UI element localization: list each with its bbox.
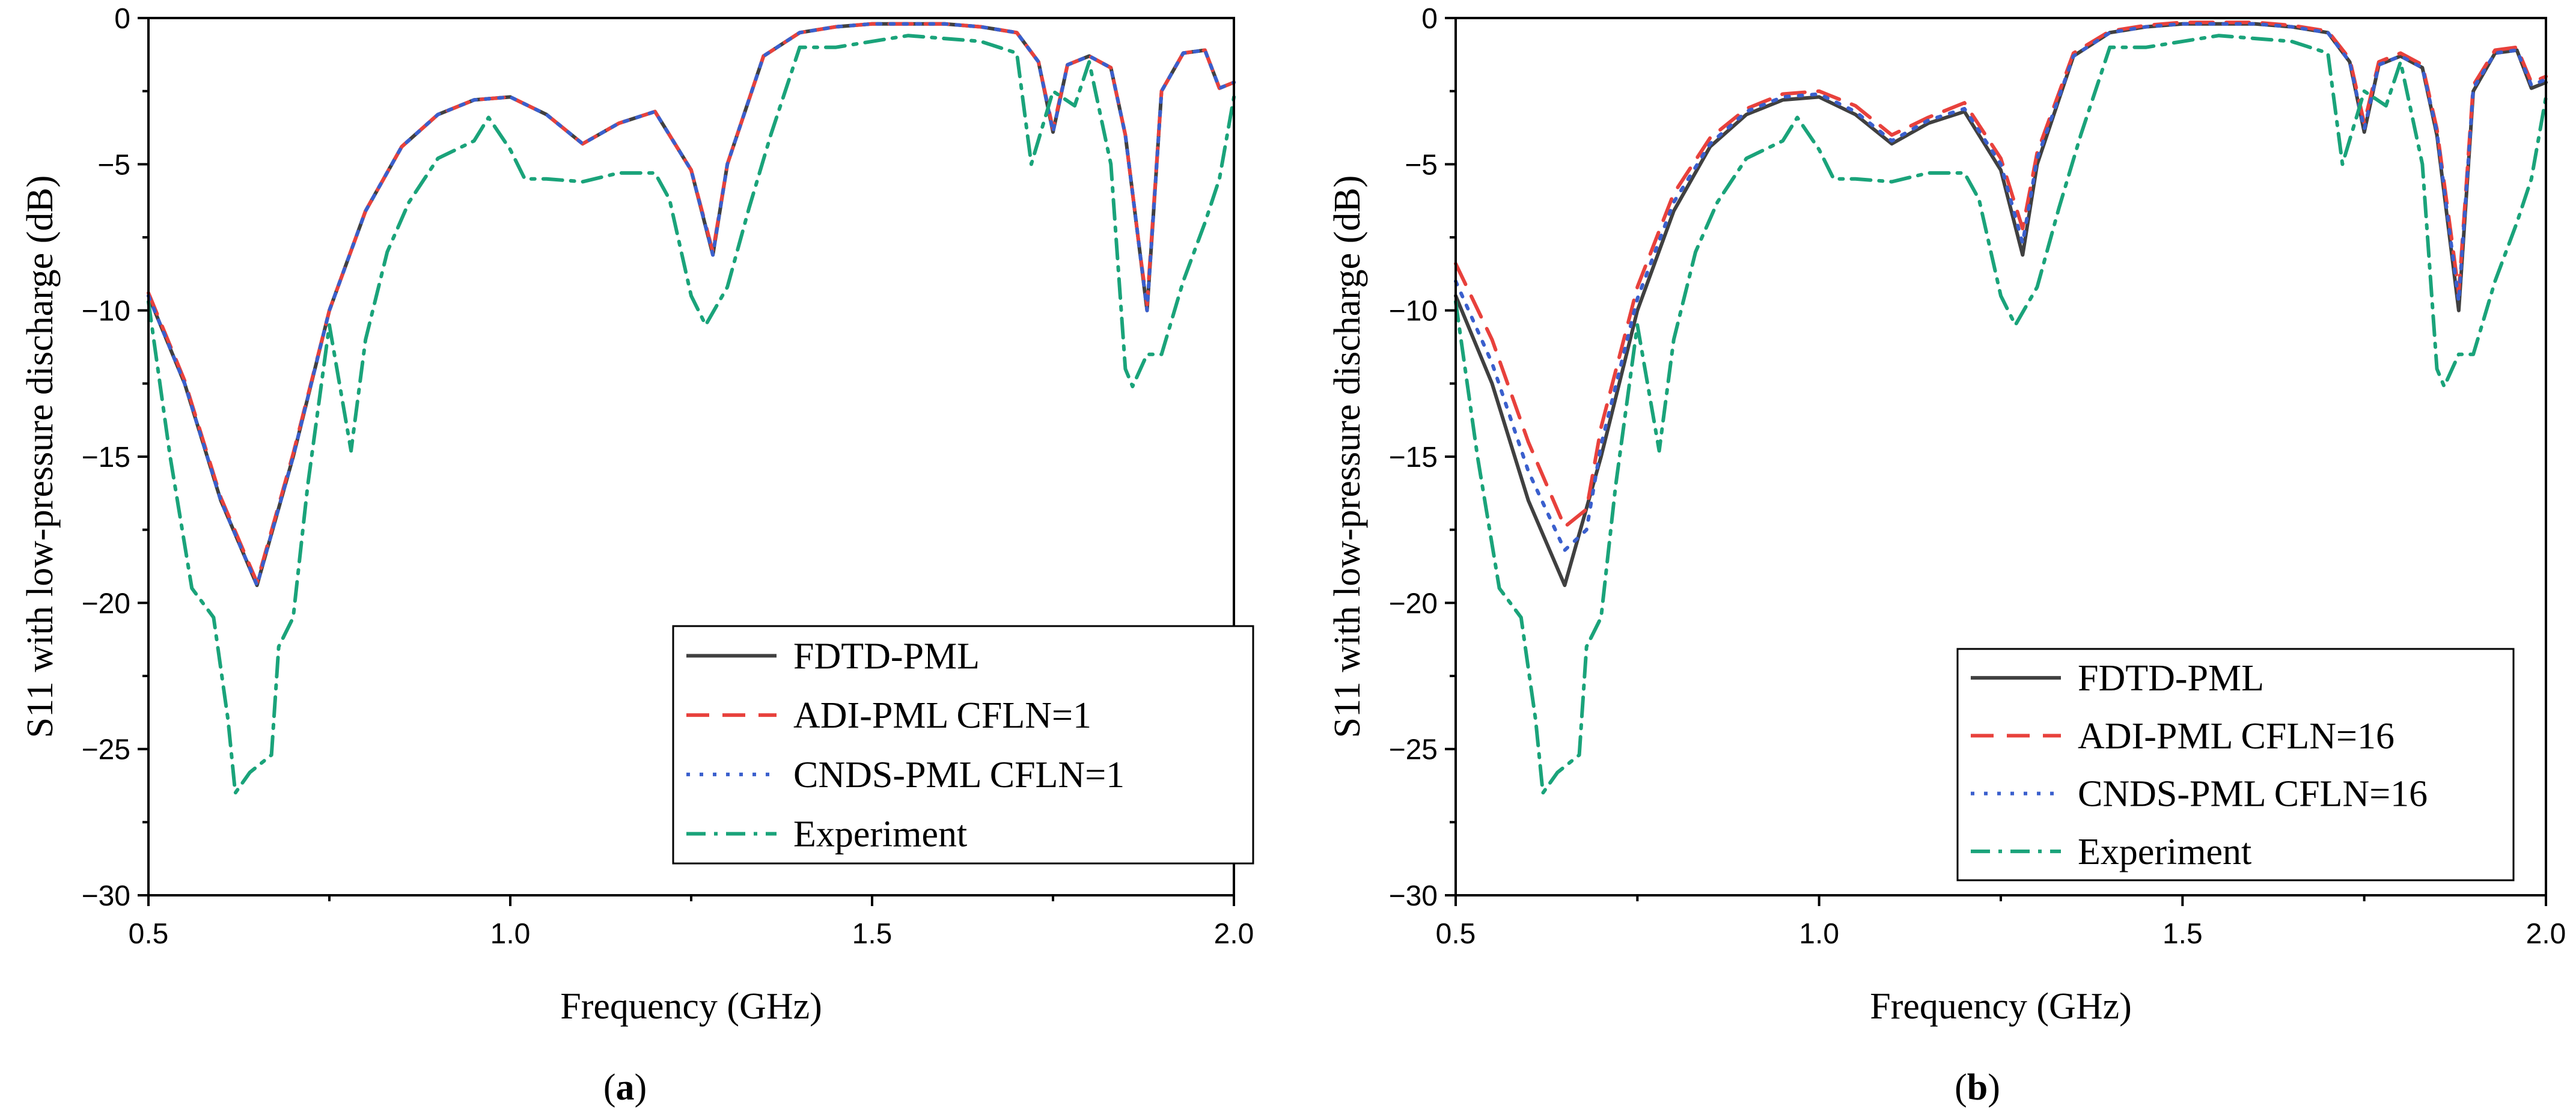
panel-label: (a) [603, 1067, 647, 1108]
y-tick-label: −25 [82, 734, 130, 766]
legend-label: ADI-PML CFLN=16 [2078, 716, 2394, 756]
legend-label: FDTD-PML [2078, 658, 2264, 699]
y-tick-label: 0 [114, 3, 130, 35]
x-tick-label: 0.5 [129, 918, 169, 950]
x-tick-label: 1.0 [1799, 918, 1839, 950]
x-tick-label: 1.0 [490, 918, 531, 950]
legend-label: CNDS-PML CFLN=16 [2078, 774, 2428, 815]
chart-panel-b: 0.5 1.0 1.5 2.0 0 −5 −10 −15 −20 −25 −30 Frequency … [1327, 3, 2566, 1108]
y-axis-title: S11 with low-pressure discharge (dB) [1327, 175, 1368, 738]
series-line-experiment [1454, 34, 2548, 795]
y-tick-label: 0 [1421, 3, 1438, 35]
x-tick-label: 2.0 [2526, 918, 2566, 950]
legend-label: Experiment [793, 814, 967, 855]
y-tick-label: −5 [97, 149, 130, 181]
y-tick-label: −10 [82, 296, 130, 327]
x-tick-label: 1.5 [852, 918, 893, 950]
y-tick-label: −15 [1389, 442, 1438, 473]
y-axis-title: S11 with low-pressure discharge (dB) [20, 175, 61, 738]
panel-label: (b) [1955, 1067, 2000, 1108]
legend-label: Experiment [2078, 832, 2251, 872]
y-tick-label: −20 [1389, 588, 1438, 619]
legend-label: FDTD-PML [793, 636, 980, 677]
y-tick-label: −30 [82, 880, 130, 912]
legend-box [1956, 648, 2515, 881]
y-tick-label: −15 [82, 442, 130, 473]
chart-panel-a: 0.5 1.0 1.5 2.0 0 −5 −10 −15 −20 −25 −30 Frequency … [20, 3, 1254, 1108]
y-tick-label: −10 [1389, 296, 1438, 327]
legend-box [672, 625, 1254, 865]
y-tick-label: −30 [1389, 880, 1438, 912]
series-line-fdtd-pml [1454, 22, 2548, 588]
x-tick-label: 2.0 [1214, 918, 1254, 950]
y-tick-label: −25 [1389, 734, 1438, 766]
x-axis-title: Frequency (GHz) [1870, 986, 2132, 1027]
legend-label: CNDS-PML CFLN=1 [793, 755, 1125, 796]
series-line-cnds-pml-cfln-1 [147, 22, 1236, 588]
legend: FDTD-PML ADI-PML CFLN=16 CNDS-PML CFLN=16 E… [1956, 648, 2515, 881]
series-line-fdtd-pml [147, 22, 1236, 588]
series-line-adi-pml-cfln-1 [147, 22, 1236, 585]
legend-label: ADI-PML CFLN=1 [793, 695, 1091, 736]
series-line-adi-pml-cfln-16 [1454, 20, 2548, 529]
x-axis-title: Frequency (GHz) [560, 986, 822, 1027]
x-tick-label: 0.5 [1436, 918, 1476, 950]
y-tick-label: −5 [1405, 149, 1438, 181]
legend: FDTD-PML ADI-PML CFLN=1 CNDS-PML CFLN=1 Exp… [672, 625, 1254, 865]
x-tick-label: 1.5 [2162, 918, 2203, 950]
series-line-experiment [147, 34, 1236, 795]
series-line-cnds-pml-cfln-16 [1454, 22, 2548, 552]
y-tick-label: −20 [82, 588, 130, 619]
